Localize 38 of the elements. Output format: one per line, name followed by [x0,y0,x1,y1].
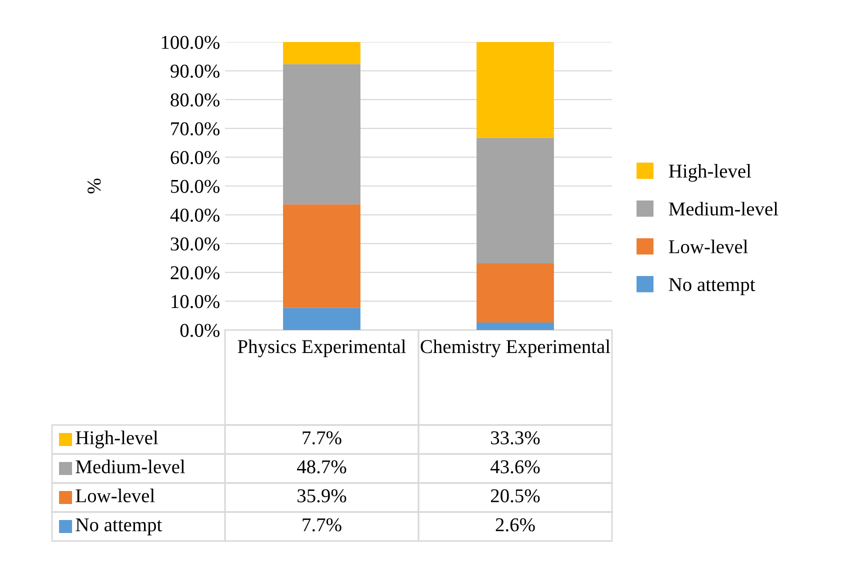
y-tick-label: 20.0% [170,266,220,280]
data-label: 20.5% [490,489,540,502]
data-label: 43.6% [490,460,540,474]
bar [283,64,360,204]
y-tick-label: 60.0% [170,151,220,164]
y-tick-label: 40.0% [170,208,220,222]
bar [283,204,360,308]
text: High-level [76,430,158,448]
y-tick-label: 70.0% [171,122,220,136]
text: Low-level [76,488,155,502]
text: No attempt [76,518,162,536]
y-tick-label: 30.0% [170,237,220,251]
data-label: 7.7% [302,431,342,444]
data-label: 2.6% [496,518,535,532]
legend-label: High-level [668,164,752,182]
bar [476,263,554,323]
data-label: 48.7% [297,460,346,474]
data-label: 35.9% [298,489,346,502]
bar [283,42,360,64]
y-tick-label: 50.0% [171,180,220,194]
x-tick-label: Physics Experimental [238,340,406,358]
data-label: 33.3% [491,431,540,444]
bar [283,308,360,330]
bar [476,138,554,264]
data-label: 7.7% [302,518,342,532]
text: Medium-level [76,460,185,474]
legend-label: No attempt [668,278,756,296]
legend-label: Medium-level [668,202,778,216]
x-tick-label: Chemistry Experimental [420,340,610,358]
y-tick-label: 10.0% [172,295,220,308]
y-tick-label: 90.0% [170,64,220,78]
y-axis-title: % [88,178,101,194]
bar [476,322,554,330]
bar [476,42,554,138]
y-tick-label: 100.0% [162,36,220,50]
legend-label: Low-level [668,240,748,254]
y-tick-label: 0.0% [180,324,220,338]
y-tick-label: 80.0% [170,93,220,107]
